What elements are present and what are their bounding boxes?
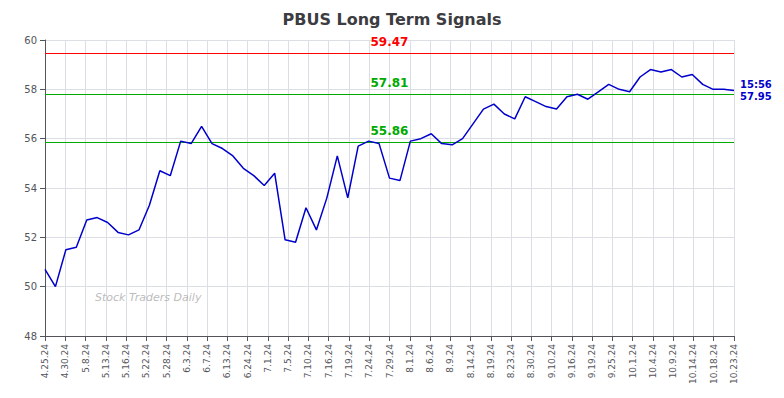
svg-text:9.10.24: 9.10.24 [547, 344, 557, 379]
svg-text:7.1.24: 7.1.24 [263, 344, 273, 373]
svg-text:8.19.24: 8.19.24 [486, 344, 496, 379]
svg-text:4.25.24: 4.25.24 [40, 344, 50, 379]
svg-text:7.24.24: 7.24.24 [364, 344, 374, 379]
svg-text:9.16.24: 9.16.24 [567, 344, 577, 379]
svg-text:Stock Traders Daily: Stock Traders Daily [95, 291, 202, 304]
svg-text:7.5.24: 7.5.24 [283, 344, 293, 373]
svg-text:48: 48 [24, 331, 37, 342]
svg-text:7.19.24: 7.19.24 [344, 344, 354, 379]
svg-text:PBUS Long Term Signals: PBUS Long Term Signals [282, 10, 501, 29]
svg-text:5.16.24: 5.16.24 [121, 344, 131, 379]
svg-text:8.14.24: 8.14.24 [466, 344, 476, 379]
svg-text:58: 58 [24, 84, 37, 95]
svg-text:10.4.24: 10.4.24 [648, 344, 658, 379]
svg-text:8.6.24: 8.6.24 [425, 344, 435, 373]
svg-text:10.9.24: 10.9.24 [668, 344, 678, 379]
svg-text:55.86: 55.86 [371, 124, 409, 138]
svg-text:9.19.24: 9.19.24 [587, 344, 597, 379]
svg-text:6.3.24: 6.3.24 [182, 344, 192, 373]
svg-text:5.13.24: 5.13.24 [101, 344, 111, 379]
svg-text:4.30.24: 4.30.24 [60, 344, 70, 379]
svg-text:57.81: 57.81 [371, 76, 409, 90]
svg-text:10.23.24: 10.23.24 [729, 344, 739, 384]
svg-text:56: 56 [24, 133, 37, 144]
svg-text:9.25.24: 9.25.24 [607, 344, 617, 379]
svg-text:57.95: 57.95 [740, 91, 772, 102]
svg-text:10.18.24: 10.18.24 [709, 344, 719, 384]
svg-text:15:56: 15:56 [740, 79, 772, 90]
svg-text:10.14.24: 10.14.24 [688, 344, 698, 384]
svg-text:8.1.24: 8.1.24 [405, 344, 415, 373]
svg-text:54: 54 [24, 183, 37, 194]
svg-text:7.10.24: 7.10.24 [303, 344, 313, 379]
svg-text:52: 52 [24, 232, 37, 243]
svg-text:8.30.24: 8.30.24 [526, 344, 536, 379]
svg-text:8.23.24: 8.23.24 [506, 344, 516, 379]
svg-text:7.29.24: 7.29.24 [385, 344, 395, 379]
svg-text:10.1.24: 10.1.24 [628, 344, 638, 379]
svg-text:5.8.24: 5.8.24 [81, 344, 91, 373]
svg-text:50: 50 [24, 281, 37, 292]
svg-text:6.7.24: 6.7.24 [202, 344, 212, 373]
svg-text:59.47: 59.47 [371, 35, 409, 49]
svg-text:6.13.24: 6.13.24 [222, 344, 232, 379]
svg-text:5.22.24: 5.22.24 [141, 344, 151, 379]
svg-text:5.28.24: 5.28.24 [162, 344, 172, 379]
svg-text:6.24.24: 6.24.24 [243, 344, 253, 379]
svg-text:8.9.24: 8.9.24 [445, 344, 455, 373]
svg-text:60: 60 [24, 35, 37, 46]
svg-text:7.16.24: 7.16.24 [324, 344, 334, 379]
